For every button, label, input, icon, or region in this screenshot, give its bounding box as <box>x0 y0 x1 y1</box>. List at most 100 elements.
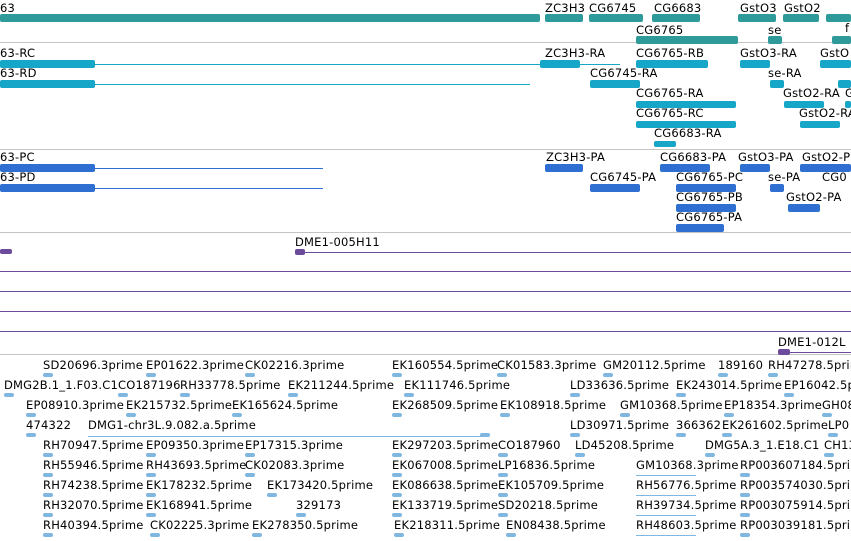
gene-label[interactable]: GstO3 <box>740 1 777 15</box>
est-block[interactable] <box>784 393 794 397</box>
est-label[interactable]: EP08910.3prime <box>26 398 125 412</box>
est-block[interactable] <box>288 393 298 397</box>
est-label[interactable]: GM20112.5prime <box>603 358 706 372</box>
est-block[interactable] <box>570 393 580 397</box>
est-block[interactable] <box>245 453 255 457</box>
est-label[interactable]: LD45208.5prime <box>575 438 675 452</box>
est-block[interactable] <box>267 493 277 497</box>
clone-line[interactable] <box>778 352 851 353</box>
est-block[interactable] <box>4 393 14 397</box>
est-block[interactable] <box>500 413 510 417</box>
est-block[interactable] <box>480 433 490 437</box>
est-block[interactable] <box>498 513 508 517</box>
est-block[interactable] <box>392 373 402 377</box>
exon-block[interactable] <box>540 60 580 68</box>
est-label[interactable]: RH43693.5prime <box>146 458 247 472</box>
est-block[interactable] <box>43 533 53 537</box>
est-block[interactable] <box>126 413 136 417</box>
est-label[interactable]: EK173420.5prime <box>267 478 374 492</box>
est-label[interactable]: GM10368.5prime <box>620 398 723 412</box>
est-label[interactable]: 474322 <box>26 418 72 432</box>
exon-block[interactable] <box>800 164 851 172</box>
est-block[interactable] <box>180 393 190 397</box>
est-block[interactable] <box>620 413 630 417</box>
exon-block[interactable] <box>770 184 784 192</box>
clone-line[interactable] <box>0 291 851 292</box>
exon-block[interactable] <box>770 80 784 88</box>
transcript-label[interactable]: GstO2-RA <box>799 106 851 120</box>
est-label[interactable]: EK211244.5prime <box>288 378 395 392</box>
est-block[interactable] <box>718 373 728 377</box>
clone-line[interactable] <box>295 252 851 253</box>
est-label[interactable]: RH32070.5prime <box>43 498 144 512</box>
est-label[interactable]: RH48603.5prime <box>636 518 737 532</box>
exon-block[interactable] <box>0 80 95 88</box>
exon-block[interactable] <box>545 164 583 172</box>
est-label[interactable]: LD30971.5prime <box>570 418 670 432</box>
est-label[interactable]: EP17315.3prime <box>245 438 344 452</box>
exon-block[interactable] <box>676 204 736 212</box>
gene-bar[interactable] <box>832 36 851 44</box>
est-label[interactable]: DMG2B.1_1.F03.C1 <box>4 378 119 392</box>
est-block[interactable] <box>245 373 255 377</box>
est-label[interactable]: EN08438.5prime <box>506 518 606 532</box>
exon-block[interactable] <box>788 204 820 212</box>
gene-bar[interactable] <box>652 14 700 22</box>
est-block[interactable] <box>146 373 156 377</box>
transcript-label[interactable]: CG6765-RB <box>636 46 705 60</box>
exon-block[interactable] <box>0 60 95 68</box>
protein-label[interactable]: CG6765-PB <box>676 190 743 204</box>
transcript-label[interactable]: ZC3H3-RA <box>545 46 606 60</box>
transcript-label[interactable]: GstO2-RA <box>783 86 840 100</box>
clone-label[interactable]: DME1-005H11 <box>295 235 380 249</box>
est-block[interactable] <box>498 493 508 497</box>
est-label[interactable]: RH70947.5prime <box>43 438 144 452</box>
est-label[interactable]: LD33636.5prime <box>570 378 670 392</box>
gene-bar[interactable] <box>826 14 851 22</box>
clone-block[interactable] <box>295 249 305 255</box>
exon-block[interactable] <box>660 164 710 172</box>
est-label[interactable]: EK160554.5prime <box>392 358 499 372</box>
est-block[interactable] <box>570 433 580 437</box>
est-block[interactable] <box>150 533 160 537</box>
transcript-label[interactable]: CG6745-RA <box>590 66 658 80</box>
exon-block[interactable] <box>654 141 676 147</box>
est-label[interactable]: RH39734.5prime <box>636 498 737 512</box>
est-block[interactable] <box>705 453 715 457</box>
est-block[interactable] <box>392 493 402 497</box>
est-block[interactable] <box>575 453 585 457</box>
est-label[interactable]: RH56776.5prime <box>636 478 737 492</box>
est-label[interactable]: EP16042.5prime <box>784 378 851 392</box>
est-block[interactable] <box>724 413 734 417</box>
gene-label[interactable]: CG6683 <box>654 1 702 15</box>
transcript-label[interactable]: CG6765-RA <box>636 86 704 100</box>
exon-block[interactable] <box>0 164 95 172</box>
gene-label[interactable]: CG6765 <box>636 23 684 37</box>
exon-block[interactable] <box>740 60 770 68</box>
est-line[interactable] <box>636 535 696 536</box>
transcript-label[interactable]: 63-RC <box>0 46 36 60</box>
est-block[interactable] <box>392 513 402 517</box>
est-block[interactable] <box>232 413 242 417</box>
exon-block[interactable] <box>800 121 840 128</box>
est-label[interactable]: EK105709.5prime <box>498 478 605 492</box>
est-label[interactable]: EK215732.5prime <box>126 398 233 412</box>
est-label[interactable]: RP003574030.5prime <box>740 478 851 492</box>
est-label[interactable]: EP09350.3prime <box>146 438 245 452</box>
transcript-label[interactable]: G <box>845 86 851 100</box>
est-label[interactable]: 366362 <box>676 418 722 432</box>
est-label[interactable]: RH55946.5prime <box>43 458 144 472</box>
est-block[interactable] <box>146 473 156 477</box>
est-block[interactable] <box>392 453 402 457</box>
est-block[interactable] <box>296 513 306 517</box>
est-block[interactable] <box>394 533 404 537</box>
est-label[interactable]: CO187196 <box>118 378 181 392</box>
clone-block[interactable] <box>778 349 790 355</box>
est-block[interactable] <box>676 393 686 397</box>
est-label[interactable]: 189160 <box>718 358 764 372</box>
est-label[interactable]: GM10368.3prime <box>636 458 739 472</box>
est-label[interactable]: EK243014.5prime <box>676 378 783 392</box>
transcript-label[interactable]: CG6683-RA <box>654 126 722 140</box>
transcript-label[interactable]: CG6765-RC <box>636 106 704 120</box>
est-label[interactable]: EK168941.5prime <box>146 498 253 512</box>
